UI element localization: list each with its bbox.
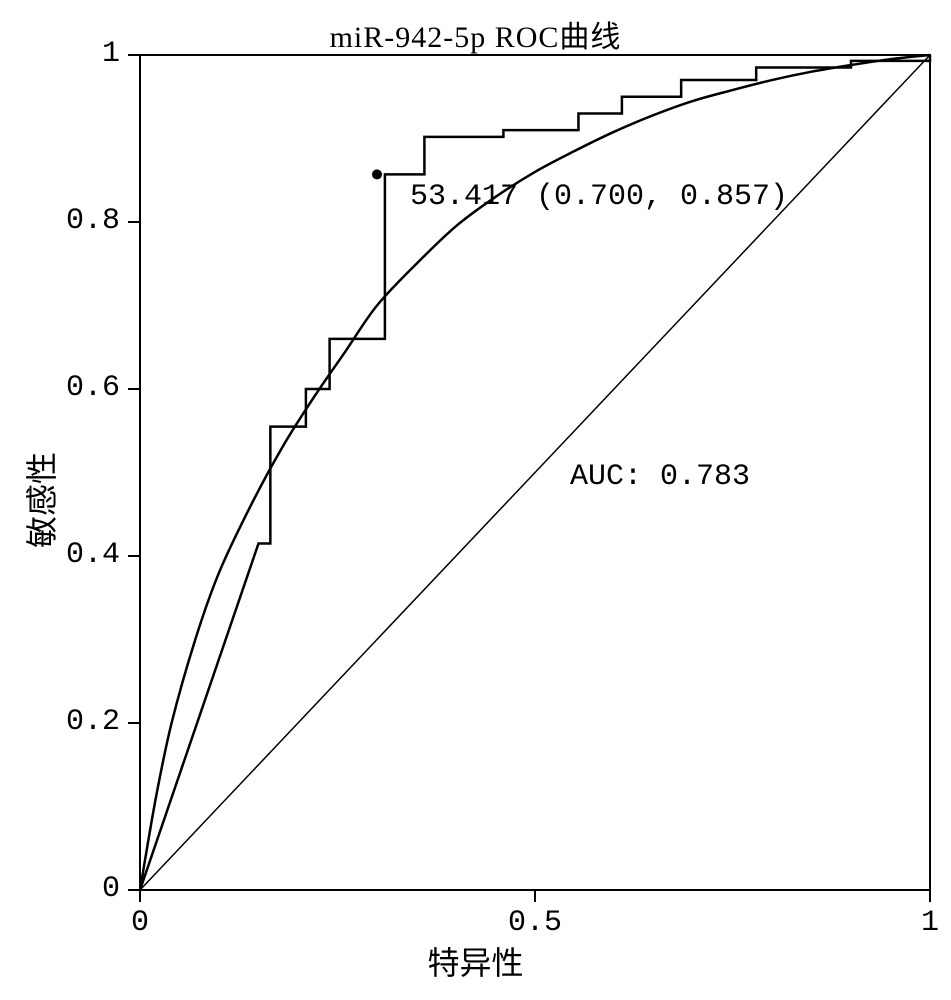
optimal-threshold-point bbox=[372, 169, 382, 179]
y-tick-label: 1 bbox=[60, 37, 120, 71]
y-tick-label: 0.2 bbox=[60, 705, 120, 739]
y-tick-label: 0.6 bbox=[60, 371, 120, 405]
x-tick-label: 0.5 bbox=[505, 906, 565, 940]
y-tick-label: 0.8 bbox=[60, 204, 120, 238]
roc-chart: miR-942-5p ROC曲线 敏感性 特异性 00.20.40.60.81 … bbox=[0, 0, 951, 1000]
auc-annotation: AUC: 0.783 bbox=[570, 460, 750, 494]
y-tick-label: 0 bbox=[60, 872, 120, 906]
plot-svg bbox=[0, 0, 951, 1000]
x-tick-label: 0 bbox=[110, 906, 170, 940]
x-tick-label: 1 bbox=[900, 906, 951, 940]
threshold-annotation: 53.417 (0.700, 0.857) bbox=[410, 180, 788, 214]
y-tick-label: 0.4 bbox=[60, 538, 120, 572]
